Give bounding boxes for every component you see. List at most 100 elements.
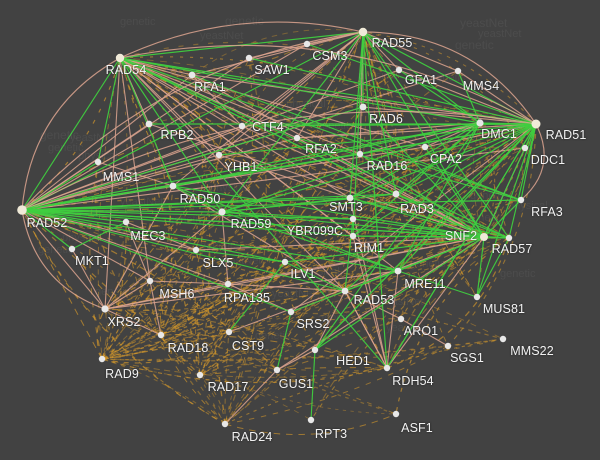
edge-physical	[349, 197, 388, 369]
node-rfa3[interactable]	[517, 196, 525, 204]
edge-genetic	[195, 249, 286, 263]
node-dmc1[interactable]	[476, 119, 484, 127]
edge-yeastnet	[224, 31, 364, 425]
edge-physical	[119, 57, 361, 155]
node-rad59[interactable]	[218, 208, 226, 216]
edge-physical	[398, 69, 537, 125]
edge-physical	[424, 122, 481, 148]
node-saw1[interactable]	[245, 54, 253, 62]
edge-physical	[296, 123, 537, 139]
node-hed1[interactable]	[311, 346, 319, 354]
edge-yeastnet	[96, 308, 106, 360]
node-rpa135[interactable]	[224, 280, 232, 288]
edge-yeastnet	[160, 147, 526, 336]
edge-yeastnet	[199, 237, 510, 376]
edge-yeastnet	[362, 31, 537, 125]
edge-physical	[218, 154, 351, 199]
edge-yeastnet	[218, 154, 485, 238]
node-rad50[interactable]	[169, 182, 177, 190]
edge-genetic	[241, 123, 537, 127]
edge-genetic	[349, 122, 481, 199]
edge-genetic	[21, 209, 73, 250]
node-ybr099c[interactable]	[349, 215, 357, 223]
node-mms4[interactable]	[454, 67, 462, 75]
node-rad3[interactable]	[392, 190, 400, 198]
node-rad55[interactable]	[358, 27, 368, 37]
node-rad54[interactable]	[115, 53, 125, 63]
edge-yeastnet	[195, 216, 485, 251]
edge-yeastnet	[101, 308, 109, 360]
edge-genetic	[349, 197, 485, 238]
edge-yeastnet	[101, 358, 388, 384]
node-smt3[interactable]	[346, 194, 354, 202]
edge-yeastnet	[160, 334, 504, 359]
node-rad9[interactable]	[98, 355, 106, 363]
node-rad17[interactable]	[196, 371, 204, 379]
node-aro1[interactable]	[397, 315, 405, 323]
node-snf2[interactable]	[480, 233, 488, 241]
edge-yeastnet	[198, 211, 223, 376]
node-csm3[interactable]	[303, 40, 311, 48]
node-xrs2[interactable]	[101, 305, 109, 313]
node-rim1[interactable]	[349, 232, 357, 240]
node-rad6[interactable]	[359, 103, 367, 111]
node-mms22[interactable]	[499, 335, 507, 343]
edge-yeastnet	[160, 334, 388, 369]
node-srs2[interactable]	[287, 308, 295, 316]
edge-genetic	[119, 57, 388, 369]
edge-yeastnet	[199, 193, 397, 376]
node-rad52[interactable]	[17, 205, 27, 215]
edge-yeastnet	[101, 236, 485, 360]
edge-yeastnet	[362, 31, 485, 238]
node-yhb1[interactable]	[215, 151, 223, 159]
edge-genetic	[21, 209, 286, 263]
edge-yeastnet	[101, 69, 400, 360]
edge-yeastnet	[148, 99, 537, 125]
edge-yeastnet	[224, 413, 397, 436]
node-rad18[interactable]	[157, 331, 165, 339]
node-cst9[interactable]	[225, 328, 233, 336]
node-rfa2[interactable]	[293, 134, 301, 142]
node-ilv1[interactable]	[281, 258, 289, 266]
node-rdh54[interactable]	[383, 364, 391, 372]
node-rad16[interactable]	[356, 150, 364, 158]
edge-yeastnet	[199, 364, 278, 376]
node-rfa1[interactable]	[188, 71, 196, 79]
edge-genetic	[284, 261, 346, 292]
node-rad53[interactable]	[341, 287, 349, 295]
node-rad51[interactable]	[531, 119, 541, 129]
edge-yeastnet	[101, 358, 388, 378]
edge-yeastnet	[400, 123, 537, 320]
edge-genetic	[508, 123, 537, 239]
node-rpb2[interactable]	[145, 120, 153, 128]
node-rad24[interactable]	[221, 420, 229, 428]
edge-yeastnet	[479, 122, 485, 238]
node-msh6[interactable]	[146, 277, 154, 285]
edge-yeastnet	[191, 29, 364, 76]
edge-genetic	[191, 74, 522, 201]
edge-yeastnet	[159, 154, 220, 336]
node-mkt1[interactable]	[68, 245, 76, 253]
node-cpa2[interactable]	[421, 143, 429, 151]
edge-yeastnet	[101, 318, 402, 361]
node-asf1[interactable]	[392, 410, 400, 418]
node-rad57[interactable]	[505, 234, 513, 242]
node-mre11[interactable]	[394, 267, 402, 275]
edge-yeastnet	[148, 123, 173, 336]
edge-arc-physical	[119, 44, 537, 125]
node-gus1[interactable]	[273, 366, 281, 374]
node-ddc1[interactable]	[521, 144, 529, 152]
edge-genetic	[21, 209, 354, 237]
node-slx5[interactable]	[192, 246, 200, 254]
edge-arc-physical	[21, 110, 537, 211]
node-gfa1[interactable]	[395, 66, 403, 74]
edge-yeastnet	[119, 57, 397, 195]
node-ctf4[interactable]	[238, 122, 246, 130]
node-mus81[interactable]	[473, 293, 481, 301]
node-mec3[interactable]	[122, 218, 130, 226]
node-mms1[interactable]	[94, 158, 102, 166]
node-rpt3[interactable]	[307, 416, 315, 424]
edge-genetic	[306, 43, 537, 125]
node-sgs1[interactable]	[444, 342, 452, 350]
